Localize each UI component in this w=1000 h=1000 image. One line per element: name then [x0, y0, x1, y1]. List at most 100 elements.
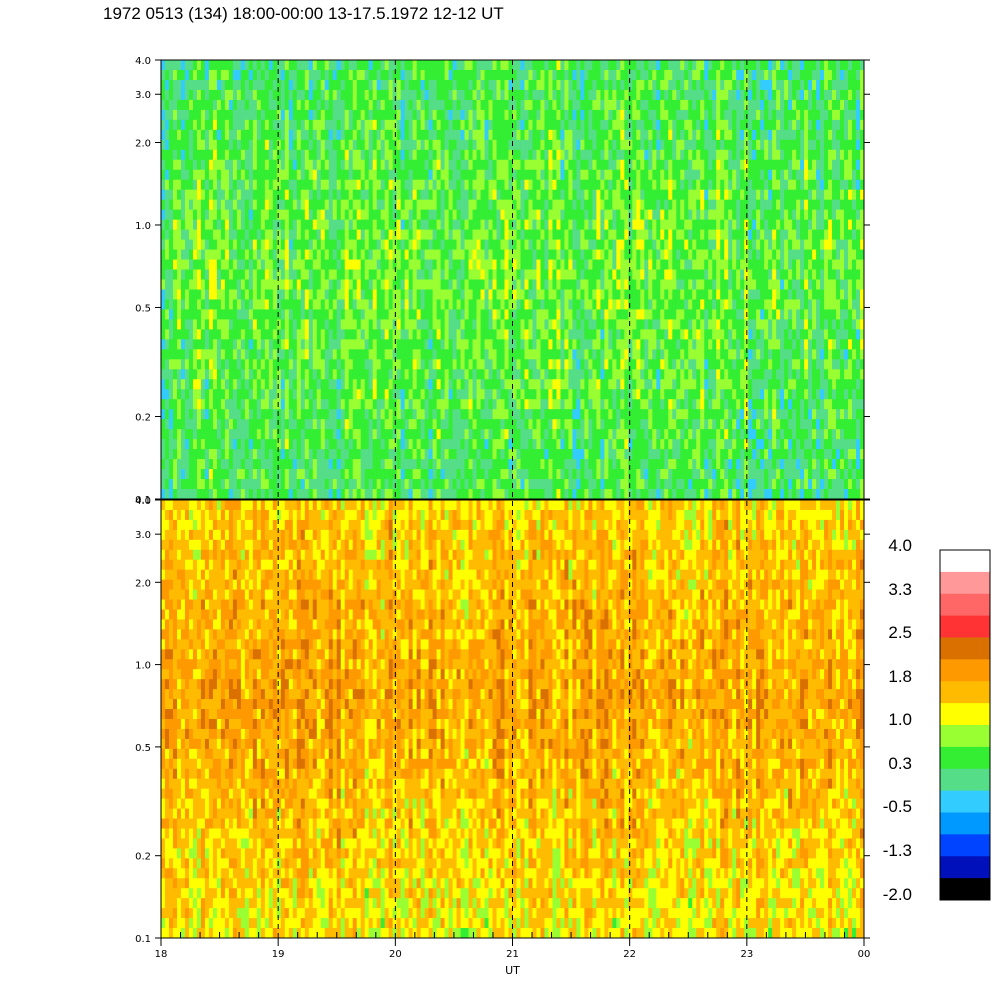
spectrogram-cell: [188, 79, 194, 91]
spectrogram-cell: [656, 229, 661, 241]
spectrogram-cell: [824, 60, 829, 71]
spectrogram-cell: [612, 309, 617, 321]
spectrogram-cell: [161, 199, 166, 211]
spectrogram-cell: [852, 89, 857, 101]
spectrogram-cell: [548, 99, 554, 111]
spectrogram-cell: [444, 199, 450, 211]
spectrogram-cell: [580, 319, 585, 330]
spectrogram-cell: [452, 209, 458, 221]
spectrogram-cell: [744, 60, 749, 71]
spectrogram-cell: [324, 129, 330, 141]
spectrogram-cell: [544, 209, 550, 221]
spectrogram-cell: [788, 159, 793, 171]
spectrogram-cell: [236, 79, 242, 91]
spectrogram-cell: [764, 329, 769, 340]
spectrogram-cell: [664, 169, 669, 181]
spectrogram-cell: [652, 279, 657, 291]
spectrogram-cell: [728, 89, 733, 101]
spectrogram-cell: [696, 139, 701, 151]
spectrogram-cell: [556, 159, 562, 171]
spectrogram-cell: [168, 139, 174, 151]
spectrogram-cell: [812, 129, 817, 141]
spectrogram-cell: [640, 60, 645, 71]
spectrogram-cell: [500, 209, 506, 221]
spectrogram-cell: [404, 79, 410, 91]
spectrogram-cell: [216, 189, 222, 201]
spectrogram-cell: [804, 199, 809, 211]
spectrogram-cell: [804, 119, 809, 131]
spectrogram-cell: [636, 259, 641, 271]
spectrogram-cell: [600, 79, 605, 91]
spectrogram-cell: [212, 279, 218, 291]
spectrogram-cell: [824, 309, 829, 321]
spectrogram-cell: [660, 149, 665, 161]
spectrogram-cell: [480, 309, 486, 321]
spectrogram-cell: [412, 219, 418, 231]
spectrogram-cell: [348, 249, 354, 261]
spectrogram-cell: [592, 199, 597, 211]
spectrogram-cell: [548, 329, 554, 340]
spectrogram-cell: [780, 209, 785, 221]
spectrogram-cell: [724, 179, 729, 191]
spectrogram-cell: [840, 69, 845, 81]
spectrogram-cell: [336, 109, 342, 121]
spectrogram-cell: [660, 109, 665, 121]
spectrogram-cell: [808, 60, 813, 71]
spectrogram-cell: [272, 219, 278, 231]
spectrogram-cell: [256, 169, 262, 181]
spectrogram-cell: [360, 319, 366, 330]
spectrogram-cell: [284, 329, 290, 340]
spectrogram-cell: [844, 219, 849, 231]
spectrogram-cell: [244, 339, 250, 350]
spectrogram-cell: [392, 69, 398, 81]
spectrogram-cell: [376, 89, 382, 101]
spectrogram-cell: [376, 79, 382, 91]
spectrogram-cell: [400, 60, 406, 71]
spectrogram-cell: [480, 189, 486, 201]
spectrogram-cell: [640, 189, 645, 201]
spectrogram-cell: [600, 119, 605, 131]
spectrogram-cell: [736, 289, 741, 301]
spectrogram-cell: [612, 109, 617, 121]
spectrogram-cell: [268, 179, 274, 191]
spectrogram-cell: [492, 109, 498, 121]
spectrogram-cell: [688, 279, 693, 291]
spectrogram-cell: [176, 329, 182, 340]
spectrogram-cell: [724, 209, 729, 221]
spectrogram-cell: [408, 119, 414, 131]
spectrogram-cell: [300, 239, 306, 251]
spectrogram-cell: [252, 289, 258, 301]
spectrogram-cell: [328, 179, 334, 191]
spectrogram-cell: [464, 309, 470, 321]
spectrogram-cell: [716, 69, 721, 81]
spectrogram-cell: [540, 179, 546, 191]
spectrogram-cell: [620, 189, 625, 201]
spectrogram-cell: [672, 289, 677, 301]
spectrogram-cell: [212, 159, 218, 171]
spectrogram-cell: [576, 289, 581, 301]
spectrogram-cell: [536, 119, 542, 131]
spectrogram-cell: [780, 309, 785, 321]
spectrogram-cell: [272, 319, 278, 330]
spectrogram-cell: [480, 79, 486, 91]
spectrogram-cell: [264, 209, 270, 221]
spectrogram-cell: [536, 209, 542, 221]
spectrogram-cell: [692, 79, 697, 91]
spectrogram-cell: [196, 209, 202, 221]
spectrogram-cell: [208, 129, 214, 141]
spectrogram-cell: [856, 179, 861, 191]
spectrogram-cell: [296, 239, 302, 251]
spectrogram-cell: [476, 219, 482, 231]
spectrogram-cell: [161, 239, 166, 251]
spectrogram-cell: [468, 60, 474, 71]
spectrogram-cell: [848, 89, 853, 101]
spectrogram-cell: [168, 329, 174, 340]
spectrogram-cell: [236, 339, 242, 350]
spectrogram-cell: [652, 179, 657, 191]
spectrogram-cell: [340, 239, 346, 251]
spectrogram-cell: [552, 119, 558, 131]
spectrogram-cell: [288, 329, 294, 340]
spectrogram-cell: [456, 60, 462, 71]
spectrogram-cell: [204, 259, 210, 271]
spectrogram-cell: [544, 239, 550, 251]
